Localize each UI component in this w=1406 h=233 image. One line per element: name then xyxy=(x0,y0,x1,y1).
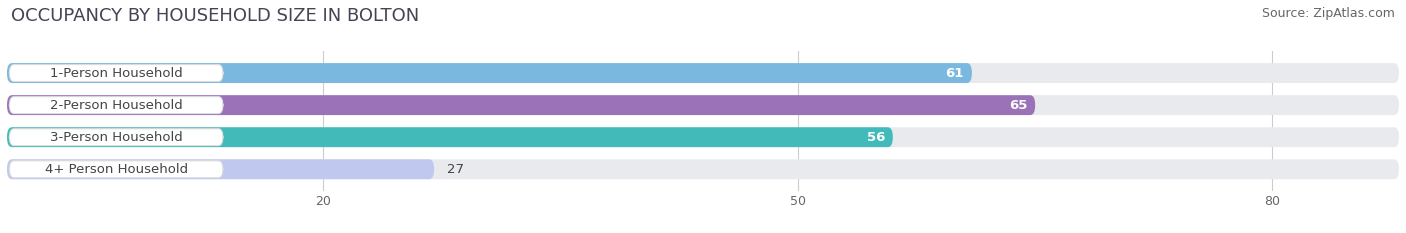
Text: Source: ZipAtlas.com: Source: ZipAtlas.com xyxy=(1261,7,1395,20)
Text: 27: 27 xyxy=(447,163,464,176)
FancyBboxPatch shape xyxy=(7,127,893,147)
FancyBboxPatch shape xyxy=(10,129,224,146)
Text: 56: 56 xyxy=(866,131,884,144)
FancyBboxPatch shape xyxy=(10,65,224,82)
FancyBboxPatch shape xyxy=(7,159,1399,179)
FancyBboxPatch shape xyxy=(7,95,1035,115)
Text: 61: 61 xyxy=(946,67,965,79)
FancyBboxPatch shape xyxy=(7,159,434,179)
Text: 65: 65 xyxy=(1010,99,1028,112)
FancyBboxPatch shape xyxy=(7,95,1399,115)
Text: OCCUPANCY BY HOUSEHOLD SIZE IN BOLTON: OCCUPANCY BY HOUSEHOLD SIZE IN BOLTON xyxy=(11,7,419,25)
FancyBboxPatch shape xyxy=(7,63,1399,83)
FancyBboxPatch shape xyxy=(7,127,1399,147)
Text: 3-Person Household: 3-Person Household xyxy=(49,131,183,144)
FancyBboxPatch shape xyxy=(7,63,972,83)
Text: 1-Person Household: 1-Person Household xyxy=(49,67,183,79)
Text: 2-Person Household: 2-Person Household xyxy=(49,99,183,112)
Text: 4+ Person Household: 4+ Person Household xyxy=(45,163,188,176)
FancyBboxPatch shape xyxy=(10,97,224,113)
FancyBboxPatch shape xyxy=(10,161,224,178)
